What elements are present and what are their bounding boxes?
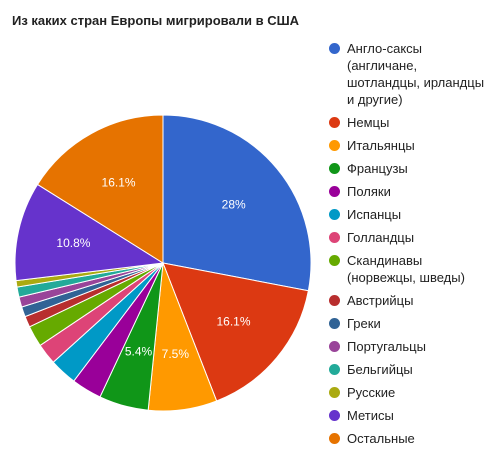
legend-swatch-10 — [329, 341, 340, 352]
legend-swatch-9 — [329, 318, 340, 329]
legend-swatch-12 — [329, 387, 340, 398]
legend-item-8[interactable]: Австрийцы — [329, 292, 485, 309]
legend-item-6[interactable]: Голландцы — [329, 229, 485, 246]
slice-label-13: 10.8% — [56, 236, 90, 250]
legend-label-5: Испанцы — [347, 207, 402, 222]
pie-slice-0[interactable] — [162, 114, 312, 292]
legend-item-3[interactable]: Французы — [329, 160, 485, 177]
legend-swatch-13 — [329, 410, 340, 421]
legend-label-0: Англо-саксы (англичане, шотландцы, ирлан… — [347, 41, 485, 107]
legend-label-3: Французы — [347, 161, 408, 176]
legend-label-7: Скандинавы (норвежцы, шведы) — [347, 253, 465, 285]
chart-title: Из каких стран Европы мигрировали в США — [12, 13, 300, 28]
legend-swatch-4 — [329, 186, 340, 197]
legend-swatch-8 — [329, 295, 340, 306]
slice-label-0: 28% — [222, 198, 246, 212]
slice-label-14: 16.1% — [102, 176, 136, 190]
chart-legend: Англо-саксы (англичане, шотландцы, ирлан… — [329, 40, 485, 453]
legend-item-1[interactable]: Немцы — [329, 114, 485, 131]
legend-swatch-7 — [329, 255, 340, 266]
legend-label-1: Немцы — [347, 115, 390, 130]
legend-label-11: Бельгийцы — [347, 362, 413, 377]
legend-swatch-2 — [329, 140, 340, 151]
legend-label-2: Итальянцы — [347, 138, 415, 153]
legend-item-9[interactable]: Греки — [329, 315, 485, 332]
legend-item-2[interactable]: Итальянцы — [329, 137, 485, 154]
slice-label-1: 16.1% — [217, 315, 251, 329]
legend-item-5[interactable]: Испанцы — [329, 206, 485, 223]
pie-slice-1[interactable] — [162, 262, 309, 402]
legend-item-12[interactable]: Русские — [329, 384, 485, 401]
pie-slice-13[interactable] — [14, 183, 165, 282]
legend-label-12: Русские — [347, 385, 396, 400]
pie-slice-14[interactable] — [36, 114, 164, 264]
legend-item-11[interactable]: Бельгийцы — [329, 361, 485, 378]
legend-label-4: Поляки — [347, 184, 391, 199]
legend-swatch-3 — [329, 163, 340, 174]
legend-item-10[interactable]: Португальцы — [329, 338, 485, 355]
legend-item-14[interactable]: Остальные — [329, 430, 485, 447]
legend-label-9: Греки — [347, 316, 381, 331]
legend-item-4[interactable]: Поляки — [329, 183, 485, 200]
legend-label-6: Голландцы — [347, 230, 415, 245]
legend-swatch-5 — [329, 209, 340, 220]
slice-label-2: 7.5% — [162, 347, 190, 361]
legend-label-14: Остальные — [347, 431, 415, 446]
legend-label-13: Метисы — [347, 408, 394, 423]
legend-swatch-14 — [329, 433, 340, 444]
legend-swatch-0 — [329, 43, 340, 54]
legend-swatch-6 — [329, 232, 340, 243]
legend-swatch-11 — [329, 364, 340, 375]
legend-label-8: Австрийцы — [347, 293, 414, 308]
legend-item-7[interactable]: Скандинавы (норвежцы, шведы) — [329, 252, 485, 286]
legend-item-0[interactable]: Англо-саксы (англичане, шотландцы, ирлан… — [329, 40, 485, 108]
legend-label-10: Португальцы — [347, 339, 426, 354]
legend-item-13[interactable]: Метисы — [329, 407, 485, 424]
legend-swatch-1 — [329, 117, 340, 128]
slice-label-3: 5.4% — [125, 344, 153, 358]
